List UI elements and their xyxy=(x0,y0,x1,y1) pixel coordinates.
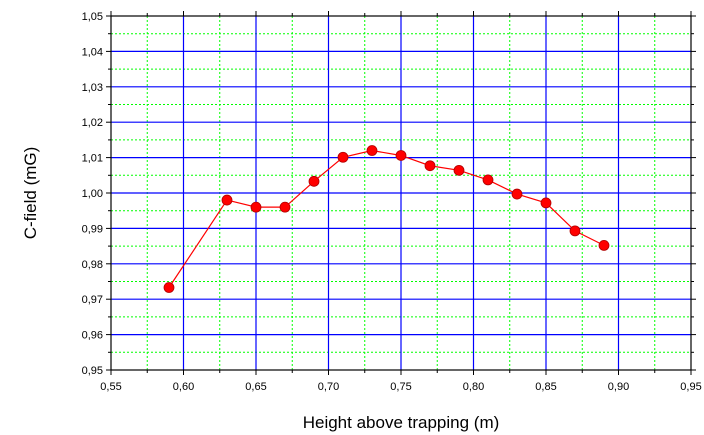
data-point xyxy=(511,188,523,200)
y-tick-label: 1,00 xyxy=(82,188,103,200)
x-tick-label: 0,90 xyxy=(608,381,629,393)
x-tick-label: 0,95 xyxy=(680,381,701,393)
x-tick-labels: 0,55 0,60 0,65 0,70 0,75 0,80 0,85 0,90 0,95 xyxy=(100,381,701,393)
series-line xyxy=(168,149,605,288)
data-point xyxy=(250,201,262,213)
data-point xyxy=(221,194,233,206)
y-tick-label: 0,95 xyxy=(82,365,103,377)
x-tick-label: 0,75 xyxy=(390,381,411,393)
y-tick-label: 1,05 xyxy=(82,11,103,23)
y-tick-label: 1,03 xyxy=(82,82,103,94)
x-tick-label: 0,55 xyxy=(100,381,121,393)
x-tick-label: 0,65 xyxy=(245,381,266,393)
y-tick-label: 0,96 xyxy=(82,330,103,342)
y-axis-label: C-field (mG) xyxy=(21,147,40,240)
x-axis-label: Height above trapping (m) xyxy=(303,413,500,432)
data-point xyxy=(453,164,465,176)
data-point xyxy=(163,282,175,293)
y-tick-label: 1,02 xyxy=(82,117,103,129)
y-tick-labels: 0,95 0,96 0,97 0,98 0,99 1,00 1,01 1,02 1,03 1,04… xyxy=(82,11,103,377)
data-point xyxy=(279,201,291,213)
x-tick-label: 0,80 xyxy=(463,381,484,393)
data-point xyxy=(337,151,349,163)
y-tick-label: 0,97 xyxy=(82,294,103,306)
y-tick-label: 1,04 xyxy=(82,46,103,58)
data-point xyxy=(482,174,494,186)
y-tick-label: 0,99 xyxy=(82,223,103,235)
y-tick-label: 1,01 xyxy=(82,153,103,165)
x-tick-label: 0,70 xyxy=(318,381,339,393)
series-group xyxy=(163,145,610,293)
data-point xyxy=(569,225,581,237)
data-point xyxy=(395,150,407,161)
x-tick-label: 0,60 xyxy=(173,381,194,393)
data-point xyxy=(598,239,610,251)
data-point xyxy=(540,197,552,209)
x-tick-label: 0,85 xyxy=(535,381,556,393)
plot-frame xyxy=(110,15,692,371)
data-point xyxy=(308,175,320,187)
data-point xyxy=(424,160,436,172)
data-point xyxy=(366,145,378,156)
y-tick-label: 0,98 xyxy=(82,259,103,271)
